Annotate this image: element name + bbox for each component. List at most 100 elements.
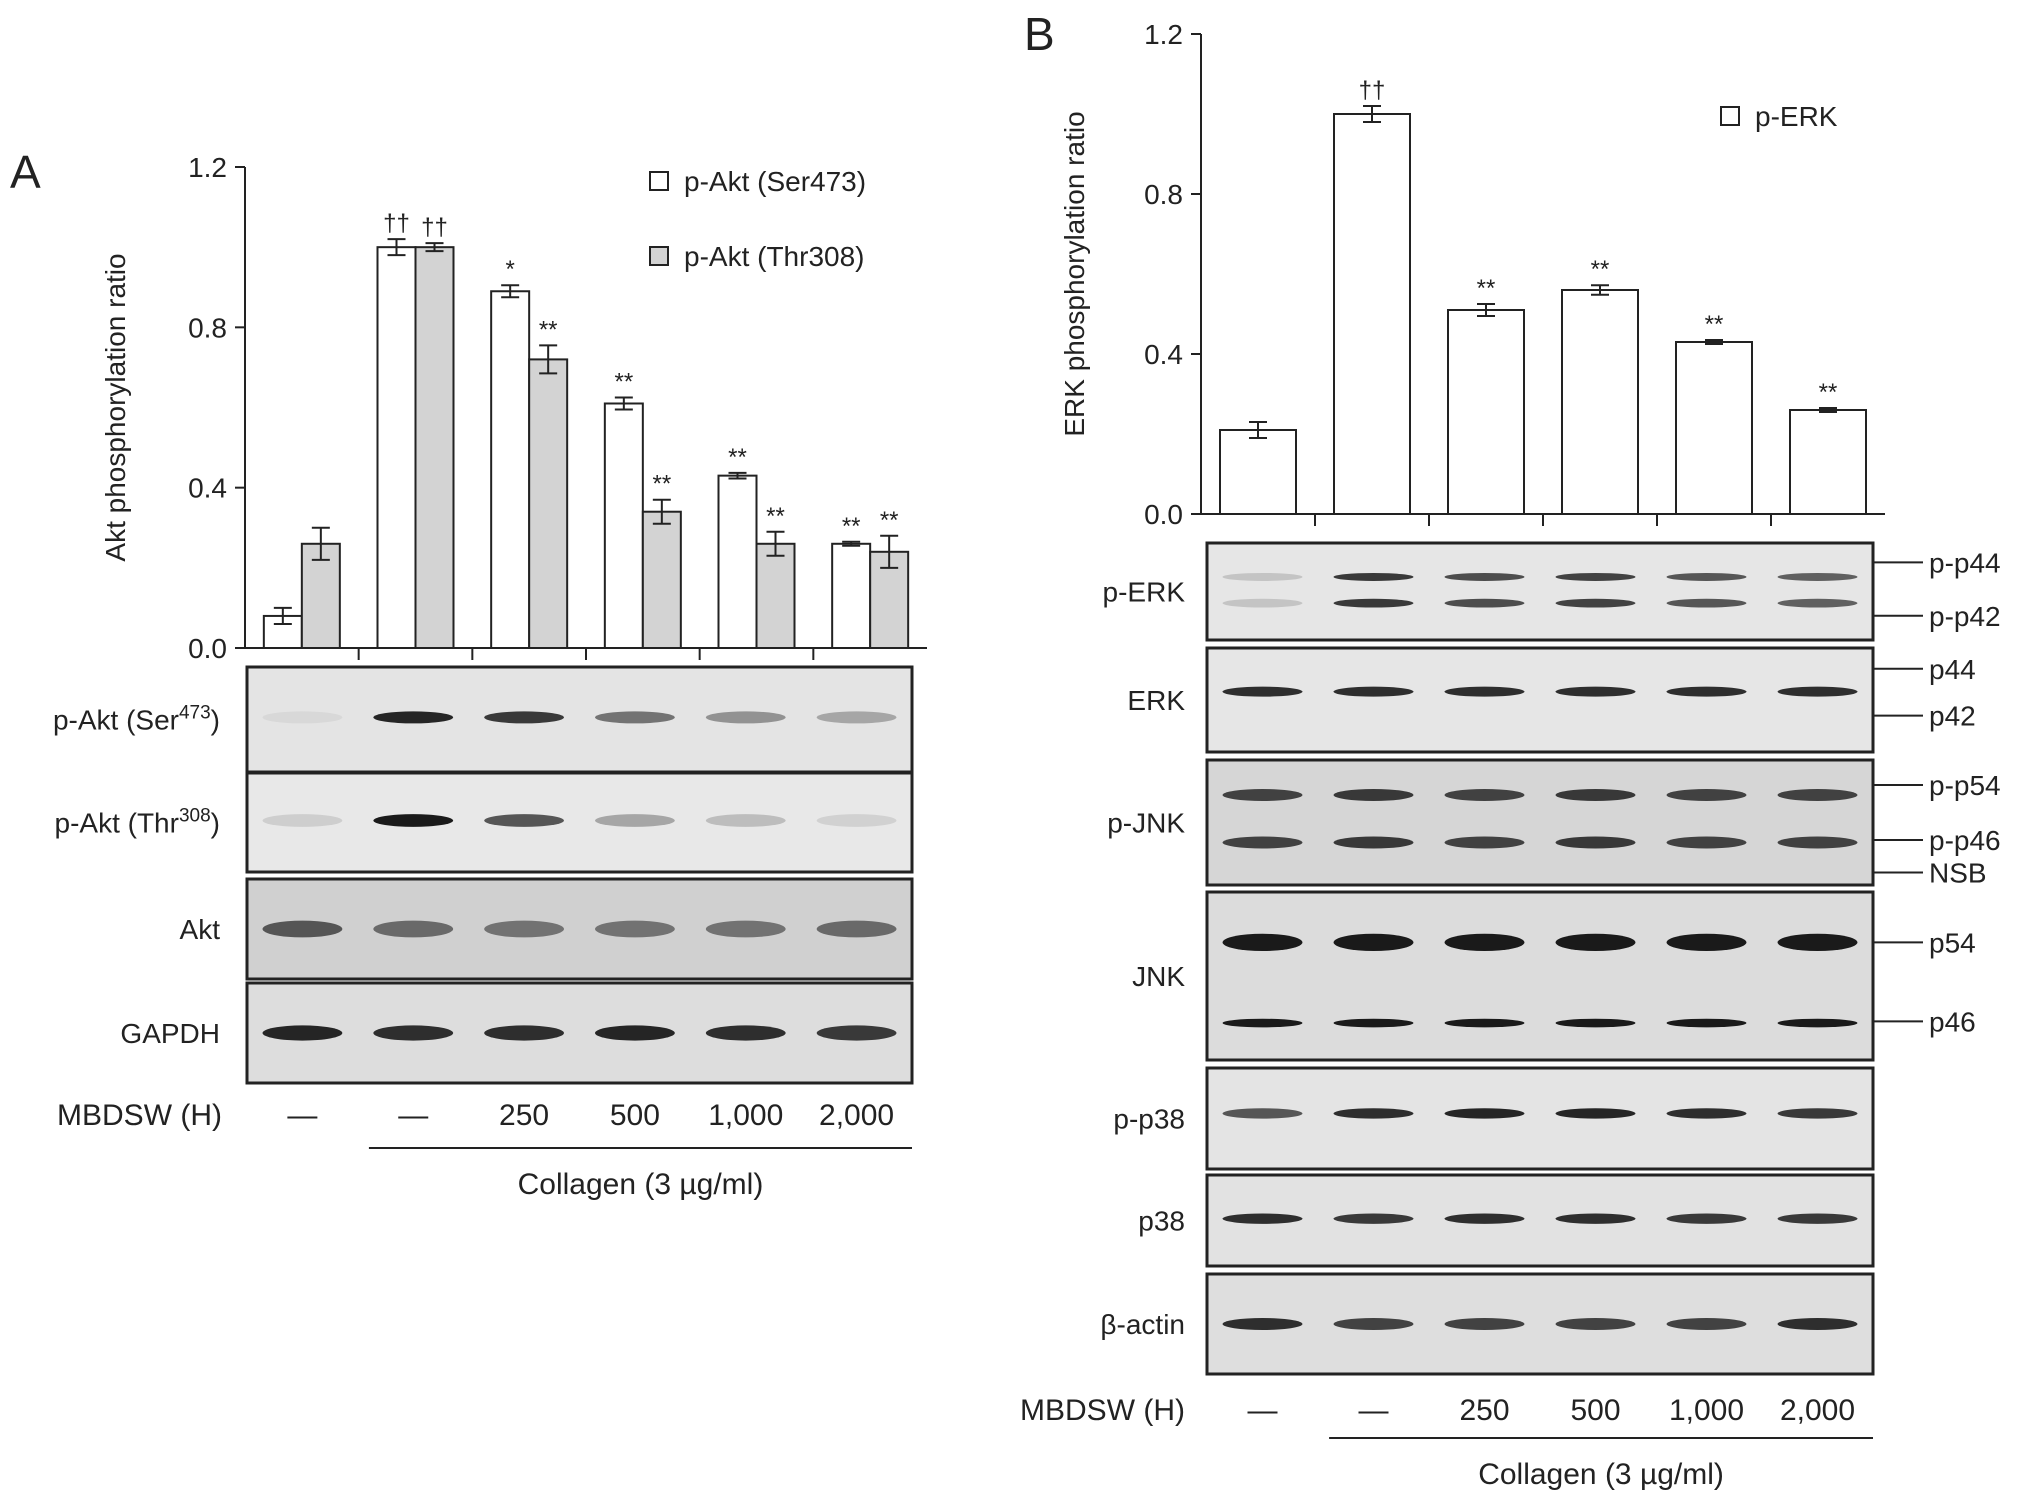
collagen-label: Collagen (3 µg/ml) xyxy=(518,1168,764,1201)
treatment-drug-label: MBDSW (H) xyxy=(1020,1394,1185,1427)
blot-band xyxy=(1333,598,1414,608)
significance-label: †† xyxy=(383,210,410,237)
blot-label: p-Akt (Ser473) xyxy=(53,703,220,736)
blot-band xyxy=(262,814,343,827)
band-marker-label: p-p42 xyxy=(1929,601,2001,632)
band-marker-label: p-p54 xyxy=(1929,770,2001,801)
y-tick-label: 0.4 xyxy=(1144,339,1183,370)
bar xyxy=(831,542,872,649)
y-tick-label: 0.0 xyxy=(188,633,227,664)
blot-label-superscript: 473 xyxy=(179,703,211,724)
significance-label: ** xyxy=(614,368,633,395)
blot-band xyxy=(373,711,454,724)
blot-label-tail: ) xyxy=(211,808,220,839)
significance-label: ** xyxy=(1477,275,1496,302)
y-tick-label: 0.4 xyxy=(188,473,227,504)
blot-band xyxy=(1333,686,1414,697)
dose-label: 500 xyxy=(1570,1394,1620,1427)
blot-band xyxy=(1555,933,1636,952)
panel-b-letter: B xyxy=(1024,8,1055,60)
blot-label-text: ERK xyxy=(1127,685,1185,716)
band-marker-label: p44 xyxy=(1929,654,1976,685)
blot-band xyxy=(1333,836,1414,849)
bar xyxy=(528,358,569,649)
blot-band xyxy=(1666,836,1747,849)
blot-band xyxy=(1222,789,1303,801)
blot-band xyxy=(1777,1108,1858,1119)
significance-label: †† xyxy=(421,214,448,241)
treatment-labels-b: MBDSW (H) — — 250 500 1,000 2,000 Collagen (3 µ… xyxy=(1020,1394,1873,1491)
blot-band xyxy=(1444,1108,1525,1119)
blot-band xyxy=(1555,598,1636,608)
blot-band xyxy=(1666,598,1747,608)
blot-band xyxy=(1444,598,1525,608)
blot-band xyxy=(1555,836,1636,849)
legend-label: p-Akt (Thr308) xyxy=(684,241,865,272)
blot-band xyxy=(1555,572,1636,581)
band-marker-label: p46 xyxy=(1929,1006,1976,1037)
blot-band xyxy=(1444,572,1525,581)
blot-panel xyxy=(1205,1066,1875,1171)
blot-label: p-p38 xyxy=(1113,1104,1185,1135)
blot-label-text: β-actin xyxy=(1100,1309,1185,1340)
significance-label: †† xyxy=(1359,77,1386,104)
blot-band xyxy=(1555,1018,1636,1028)
blot-band xyxy=(1666,933,1747,952)
blot-band xyxy=(1333,1018,1414,1028)
blot-band xyxy=(1222,1213,1303,1224)
blot-label: p-JNK xyxy=(1107,808,1185,839)
blot-panel xyxy=(1205,1173,1875,1268)
blot-band xyxy=(1666,686,1747,697)
y-axis-title: Akt phosphorylation ratio xyxy=(100,253,131,561)
dose-label: 1,000 xyxy=(1669,1394,1744,1427)
blot-band xyxy=(1666,1018,1747,1028)
band-marker-label: p-p46 xyxy=(1929,825,2001,856)
dose-label: 500 xyxy=(610,1099,660,1132)
dose-label: — xyxy=(398,1099,428,1132)
blot-panel xyxy=(1205,646,1875,754)
bar xyxy=(755,542,796,649)
treatment-drug-label: MBDSW (H) xyxy=(57,1099,222,1132)
blot-label: p-Akt (Thr308) xyxy=(55,806,221,839)
bar xyxy=(717,474,758,649)
significance-label: * xyxy=(505,256,514,283)
blot-panel xyxy=(1205,758,1875,887)
blot-band xyxy=(1222,572,1303,581)
blot-band xyxy=(1777,933,1858,952)
blot-band xyxy=(1555,1318,1636,1330)
bar xyxy=(1219,429,1297,515)
blot-band xyxy=(1666,1213,1747,1224)
legend-swatch xyxy=(649,246,669,266)
y-tick-label: 1.2 xyxy=(188,152,227,183)
legend-label: p-Akt (Ser473) xyxy=(684,166,866,197)
bar xyxy=(641,510,682,650)
blot-band xyxy=(1777,789,1858,801)
collagen-label: Collagen (3 µg/ml) xyxy=(1478,1458,1724,1491)
dose-label: 1,000 xyxy=(708,1099,783,1132)
dose-label: — xyxy=(287,1099,317,1132)
blot-band xyxy=(1222,686,1303,697)
blot-band xyxy=(484,920,564,938)
blot-band xyxy=(1444,1213,1525,1224)
blot-band xyxy=(484,814,564,827)
blot-label-text: p-ERK xyxy=(1103,577,1186,608)
blot-band xyxy=(373,920,454,938)
blot-band xyxy=(1666,572,1747,581)
blot-band xyxy=(1333,933,1414,952)
blot-band xyxy=(595,1025,675,1041)
blot-band xyxy=(1555,1213,1636,1224)
blot-band xyxy=(1444,1318,1525,1330)
blot-panel xyxy=(1205,890,1875,1062)
blot-band xyxy=(705,711,786,724)
dose-label: 250 xyxy=(499,1099,549,1132)
blot-panel xyxy=(1205,541,1875,642)
treatment-labels-a: MBDSW (H) — — 250 500 1,000 2,000 Collagen (3 µ… xyxy=(57,1099,912,1201)
bar xyxy=(376,246,417,650)
blot-band xyxy=(816,920,897,938)
blot-label-superscript: 308 xyxy=(179,806,211,827)
blot-band xyxy=(484,1025,564,1041)
blot-band xyxy=(1444,836,1525,849)
blot-band xyxy=(816,814,897,827)
blot-band xyxy=(262,920,343,938)
